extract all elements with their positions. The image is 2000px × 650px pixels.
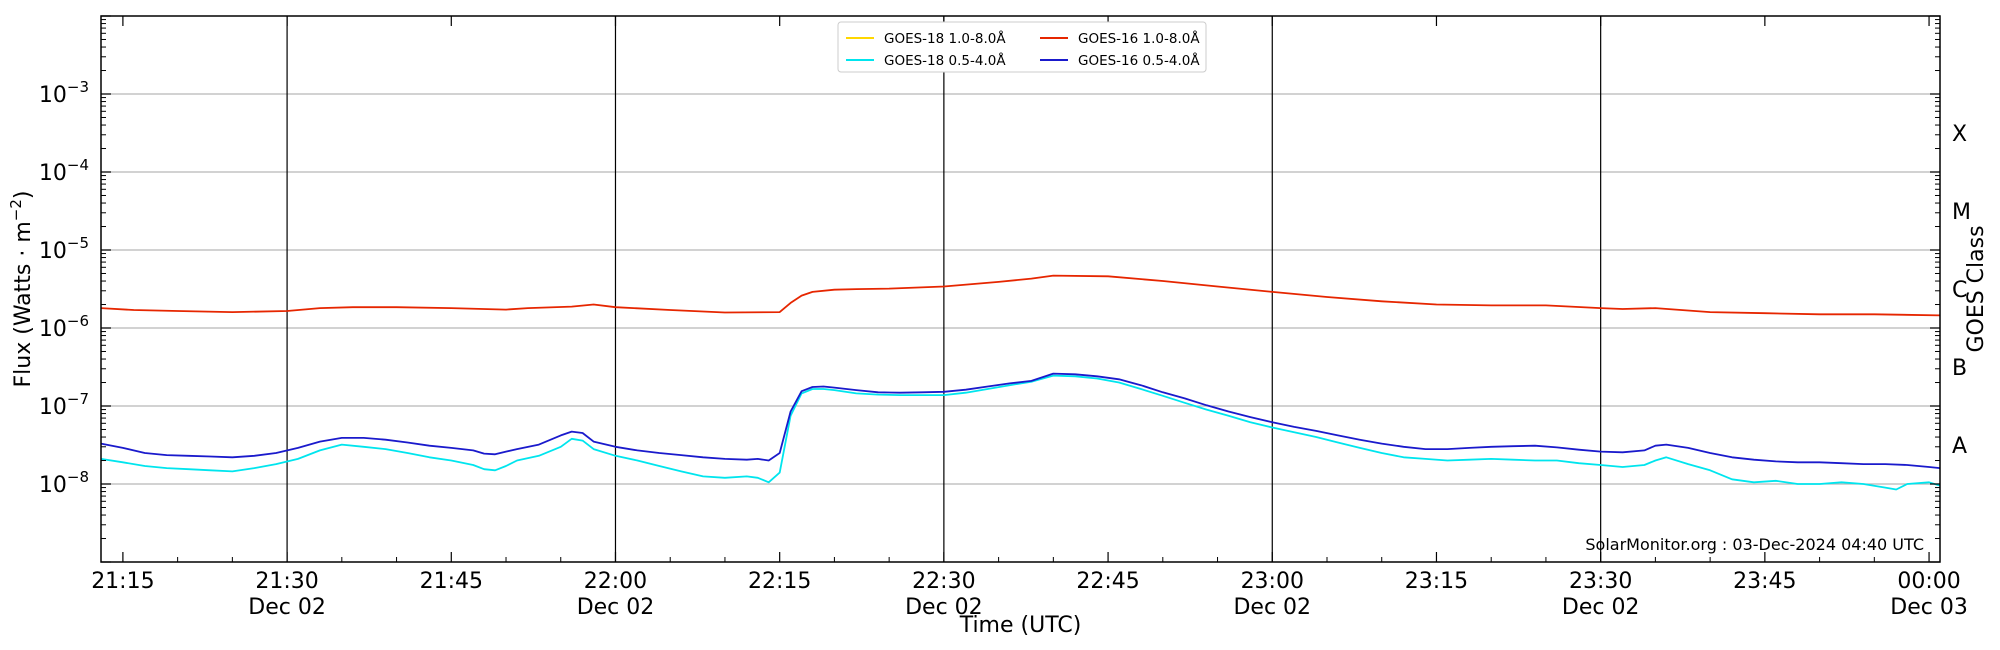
- y-tick-label: 10−4: [39, 156, 89, 186]
- legend: GOES-18 1.0-8.0Å GOES-16 1.0-8.0Å GOES-18 …: [837, 21, 1207, 73]
- goes-class-label-C: C: [1952, 278, 1967, 303]
- plot-frame: [100, 15, 1941, 563]
- y-tick-power: −4: [67, 156, 89, 174]
- goes-class-label-M: M: [1952, 200, 1971, 225]
- legend-label-0: GOES-18 1.0-8.0Å: [884, 30, 1006, 47]
- y-tick-base: 10: [39, 83, 67, 108]
- y-tick-power: −7: [67, 390, 89, 408]
- y-tick-base: 10: [39, 473, 67, 498]
- x-tick-date-label: Dec 03: [1890, 595, 1968, 620]
- x-tick-label: 22:00: [584, 569, 647, 594]
- goes-class-label-A: A: [1952, 434, 1967, 459]
- y-tick-power: −5: [67, 234, 89, 252]
- x-tick-label: 23:30: [1569, 569, 1632, 594]
- y-tick-power: −8: [67, 468, 89, 486]
- y-tick-label: 10−3: [39, 78, 89, 108]
- y-tick-power: −3: [67, 78, 89, 96]
- series-line-2: [100, 372, 1941, 469]
- x-tick-date-label: Dec 02: [248, 595, 326, 620]
- x-tick-label: 23:00: [1241, 569, 1304, 594]
- legend-box: [837, 21, 1207, 73]
- y-axis-title: Flux (Watts · m−2): [7, 191, 36, 388]
- x-tick-date-label: Dec 02: [905, 595, 983, 620]
- series-layer: [100, 274, 1941, 491]
- legend-label-3: GOES-16 0.5-4.0Å: [1078, 52, 1200, 69]
- legend-label-2: GOES-18 0.5-4.0Å: [884, 52, 1006, 69]
- x-tick-label: 00:00: [1897, 569, 1960, 594]
- y-tick-power: −6: [67, 312, 89, 330]
- y-axis-title-sup: −2: [7, 199, 25, 221]
- x-tick-label: 21:15: [91, 569, 154, 594]
- tick-layer: [101, 15, 1940, 563]
- x-tick-label: 22:30: [912, 569, 975, 594]
- series-line-1: [100, 374, 1941, 491]
- x-tick-date-label: Dec 02: [577, 595, 655, 620]
- x-tick-label: 23:15: [1405, 569, 1468, 594]
- goes-class-label-B: B: [1952, 356, 1967, 381]
- y-tick-labels: 10−810−710−610−510−410−3: [39, 78, 89, 498]
- credit-text: SolarMonitor.org : 03-Dec-2024 04:40 UTC: [1585, 535, 1924, 554]
- grid-layer: [101, 93, 1940, 485]
- legend-label-1: GOES-16 1.0-8.0Å: [1078, 30, 1200, 47]
- y-tick-base: 10: [39, 161, 67, 186]
- x-tick-label: 23:45: [1733, 569, 1796, 594]
- x-tick-label: 22:15: [748, 569, 811, 594]
- goes-class-labels: A B C M X: [1952, 122, 1971, 459]
- x-tick-date-label: Dec 02: [1233, 595, 1311, 620]
- x-tick-label: 21:30: [255, 569, 318, 594]
- y-axis-title-prefix: Flux (Watts · m: [11, 221, 36, 387]
- time-vertical-lines: [286, 16, 1602, 562]
- y-tick-label: 10−8: [39, 468, 89, 498]
- x-tick-label: 21:45: [420, 569, 483, 594]
- y-tick-label: 10−6: [39, 312, 89, 342]
- y-tick-label: 10−7: [39, 390, 89, 420]
- x-tick-date-label: Dec 02: [1562, 595, 1640, 620]
- y-tick-label: 10−5: [39, 234, 89, 264]
- y-tick-base: 10: [39, 317, 67, 342]
- goes-class-label-X: X: [1952, 122, 1967, 147]
- y-tick-base: 10: [39, 239, 67, 264]
- series-line-0: [100, 274, 1941, 317]
- y-tick-base: 10: [39, 395, 67, 420]
- y-axis-title-suffix: ): [11, 191, 36, 200]
- x-axis-title: Time (UTC): [959, 613, 1082, 638]
- goes-class-axis-title: GOES Class: [1964, 225, 1989, 352]
- x-tick-label: 22:45: [1076, 569, 1139, 594]
